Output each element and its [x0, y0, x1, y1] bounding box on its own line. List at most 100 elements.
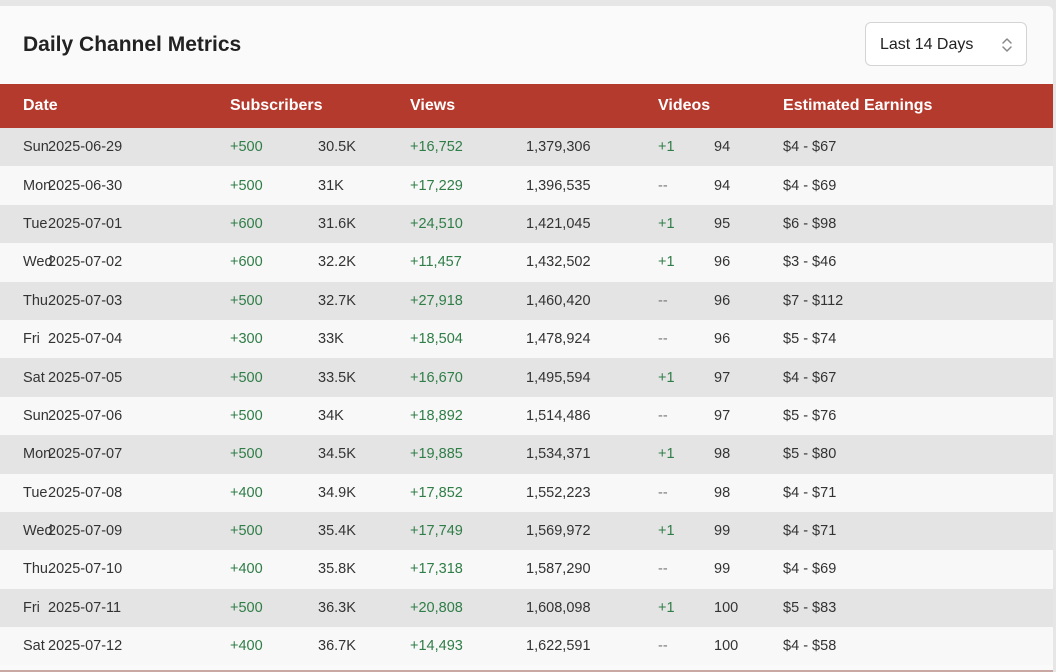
- videos-change-cell: --: [658, 484, 668, 501]
- views-change-cell: +20,808: [410, 599, 463, 616]
- videos-change-cell: +1: [658, 446, 675, 463]
- day-cell: Tue: [23, 484, 48, 501]
- videos-total-cell: 97: [714, 369, 731, 386]
- subscribers-total-cell: 35.8K: [318, 561, 356, 578]
- subscribers-change-cell: +500: [230, 177, 263, 194]
- videos-total-cell: 96: [714, 292, 731, 309]
- date-cell: 2025-07-10: [48, 561, 123, 578]
- views-change-cell: +17,749: [410, 523, 463, 540]
- day-cell: Sat: [23, 369, 45, 386]
- videos-change-cell: +1: [658, 254, 675, 271]
- videos-total-cell: 95: [714, 215, 731, 232]
- day-cell: Wed: [23, 523, 53, 540]
- subscribers-change-cell: +500: [230, 599, 263, 616]
- estimated-earnings-cell: $3 - $46: [783, 254, 837, 271]
- metrics-table: Date Subscribers Views Videos Estimated …: [0, 84, 1053, 666]
- estimated-earnings-cell: $4 - $69: [783, 177, 837, 194]
- subscribers-change-cell: +300: [230, 331, 263, 348]
- views-change-cell: +17,852: [410, 484, 463, 501]
- subscribers-total-cell: 33K: [318, 331, 344, 348]
- videos-change-cell: --: [658, 292, 668, 309]
- views-total-cell: 1,421,045: [526, 215, 591, 232]
- day-cell: Fri: [23, 331, 40, 348]
- videos-change-cell: +1: [658, 139, 675, 156]
- subscribers-change-cell: +400: [230, 484, 263, 501]
- table-row: Tue 2025-07-08 +400 34.9K +17,852 1,552,223 --…: [0, 473, 1053, 512]
- table-row: Thu 2025-07-03 +500 32.7K +27,918 1,460,420 --…: [0, 281, 1053, 320]
- views-change-cell: +24,510: [410, 215, 463, 232]
- videos-total-cell: 98: [714, 446, 731, 463]
- estimated-earnings-cell: $5 - $74: [783, 331, 837, 348]
- day-cell: Mon: [23, 177, 52, 194]
- updown-chevron-icon: [1001, 36, 1013, 54]
- header-estimated-earnings[interactable]: Estimated Earnings: [783, 97, 933, 114]
- day-cell: Sun: [23, 407, 49, 424]
- views-total-cell: 1,514,486: [526, 407, 591, 424]
- subscribers-total-cell: 36.3K: [318, 599, 356, 616]
- views-change-cell: +11,457: [410, 254, 462, 271]
- videos-change-cell: --: [658, 561, 668, 578]
- subscribers-change-cell: +400: [230, 638, 263, 655]
- day-cell: Thu: [23, 292, 48, 309]
- table-row: Mon 2025-07-07 +500 34.5K +19,885 1,534,371 +1…: [0, 435, 1053, 474]
- subscribers-total-cell: 32.7K: [318, 292, 356, 309]
- videos-total-cell: 96: [714, 331, 731, 348]
- day-cell: Wed: [23, 254, 53, 271]
- subscribers-change-cell: +600: [230, 254, 263, 271]
- videos-total-cell: 98: [714, 484, 731, 501]
- table-row: Wed 2025-07-02 +600 32.2K +11,457 1,432,502 +1…: [0, 243, 1053, 282]
- table-header-row: Date Subscribers Views Videos Estimated …: [0, 84, 1053, 128]
- subscribers-change-cell: +500: [230, 523, 263, 540]
- estimated-earnings-cell: $4 - $69: [783, 561, 837, 578]
- table-row: Fri 2025-07-04 +300 33K +18,504 1,478,924 -- 96…: [0, 319, 1053, 359]
- header-views[interactable]: Views: [410, 97, 456, 114]
- subscribers-change-cell: +400: [230, 561, 263, 578]
- subscribers-total-cell: 32.2K: [318, 254, 356, 271]
- header-date[interactable]: Date: [23, 97, 58, 114]
- views-change-cell: +16,670: [410, 369, 463, 386]
- views-total-cell: 1,460,420: [526, 292, 591, 309]
- videos-total-cell: 99: [714, 561, 731, 578]
- panel-title: Daily Channel Metrics: [23, 33, 242, 56]
- table-row: Sat 2025-07-12 +400 36.7K +14,493 1,622,591 --…: [0, 627, 1053, 666]
- views-change-cell: +14,493: [410, 638, 463, 655]
- subscribers-total-cell: 31K: [318, 177, 344, 194]
- videos-change-cell: --: [658, 177, 668, 194]
- views-total-cell: 1,379,306: [526, 139, 591, 156]
- table-row: Sun 2025-07-06 +500 34K +18,892 1,514,486 -- 97…: [0, 396, 1053, 436]
- subscribers-total-cell: 31.6K: [318, 215, 356, 232]
- table-row: Wed 2025-07-09 +500 35.4K +17,749 1,569,972 +1…: [0, 511, 1053, 551]
- estimated-earnings-cell: $4 - $58: [783, 638, 837, 655]
- views-change-cell: +17,229: [410, 177, 463, 194]
- date-cell: 2025-07-11: [48, 599, 122, 616]
- estimated-earnings-cell: $7 - $112: [783, 292, 844, 309]
- day-cell: Tue: [23, 215, 48, 232]
- date-cell: 2025-07-12: [48, 638, 123, 655]
- subscribers-total-cell: 35.4K: [318, 523, 356, 540]
- header-subscribers[interactable]: Subscribers: [230, 97, 323, 114]
- views-total-cell: 1,478,924: [526, 331, 591, 348]
- date-range-value: Last 14 Days: [880, 36, 974, 53]
- videos-change-cell: --: [658, 407, 668, 424]
- videos-change-cell: --: [658, 331, 668, 348]
- date-range-select[interactable]: Last 14 Days: [865, 22, 1027, 66]
- videos-total-cell: 97: [714, 407, 731, 424]
- header-videos[interactable]: Videos: [658, 97, 711, 114]
- date-cell: 2025-07-08: [48, 484, 123, 501]
- views-change-cell: +16,752: [410, 139, 463, 156]
- table-row: Sat 2025-07-05 +500 33.5K +16,670 1,495,594 +1…: [0, 358, 1053, 397]
- videos-change-cell: --: [658, 638, 668, 655]
- views-total-cell: 1,587,290: [526, 561, 591, 578]
- table-row: Sun 2025-06-29 +500 30.5K +16,752 1,379,306 +1…: [0, 128, 1053, 167]
- date-cell: 2025-07-02: [48, 254, 123, 271]
- panel-bottom-border: [0, 670, 1053, 672]
- estimated-earnings-cell: $4 - $71: [783, 523, 837, 540]
- subscribers-total-cell: 33.5K: [318, 369, 356, 386]
- views-change-cell: +19,885: [410, 446, 463, 463]
- views-total-cell: 1,552,223: [526, 484, 591, 501]
- videos-total-cell: 100: [714, 599, 739, 616]
- videos-total-cell: 96: [714, 254, 731, 271]
- day-cell: Fri: [23, 599, 40, 616]
- table-row: Mon 2025-06-30 +500 31K +17,229 1,396,535 -- 94…: [0, 166, 1053, 205]
- date-cell: 2025-06-30: [48, 177, 123, 194]
